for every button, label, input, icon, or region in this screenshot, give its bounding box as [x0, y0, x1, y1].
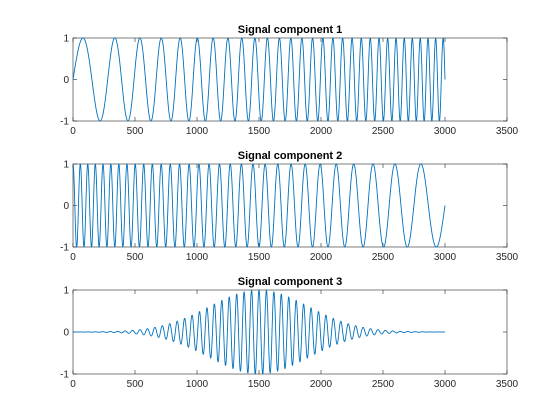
signal-line [73, 289, 446, 375]
y-tick-label: 1 [63, 160, 69, 171]
y-tick-label: -1 [60, 370, 69, 381]
subplot-title: Signal component 1 [238, 24, 343, 36]
y-tick-label: 0 [63, 75, 69, 86]
axes-box [72, 163, 508, 248]
y-tick-label: 1 [63, 286, 69, 297]
y-tick-label: -1 [60, 117, 69, 128]
x-tick-label: 2000 [310, 252, 333, 263]
x-tick-label: 0 [70, 252, 76, 263]
x-tick-label: 3000 [434, 126, 457, 137]
x-tick-label: 3500 [496, 126, 519, 137]
x-tick-label: 500 [127, 379, 144, 390]
x-tick-label: 1000 [186, 252, 209, 263]
x-tick-label: 3500 [496, 379, 519, 390]
x-tick-label: 2500 [372, 252, 395, 263]
x-tick-label: 1500 [248, 379, 271, 390]
x-tick-label: 0 [70, 126, 76, 137]
x-tick-label: 2500 [372, 379, 395, 390]
y-tick-label: 0 [63, 328, 69, 339]
signal-line [73, 37, 446, 122]
x-tick-label: 500 [127, 126, 144, 137]
subplot-title: Signal component 2 [238, 150, 343, 162]
x-tick-label: 1000 [186, 379, 209, 390]
x-tick-label: 1500 [248, 126, 271, 137]
x-tick-label: 500 [127, 252, 144, 263]
x-tick-label: 1000 [186, 126, 209, 137]
x-tick-label: 2000 [310, 126, 333, 137]
subplot-title: Signal component 3 [238, 276, 343, 288]
x-tick-label: 0 [70, 379, 76, 390]
x-tick-label: 3000 [434, 252, 457, 263]
y-tick-label: -1 [60, 243, 69, 254]
y-tick-label: 1 [63, 34, 69, 45]
x-tick-label: 3000 [434, 379, 457, 390]
x-tick-label: 1500 [248, 252, 271, 263]
y-tick-label: 0 [63, 201, 69, 212]
x-tick-label: 3500 [496, 252, 519, 263]
x-tick-label: 2500 [372, 126, 395, 137]
signal-line [73, 163, 446, 248]
x-tick-label: 2000 [310, 379, 333, 390]
